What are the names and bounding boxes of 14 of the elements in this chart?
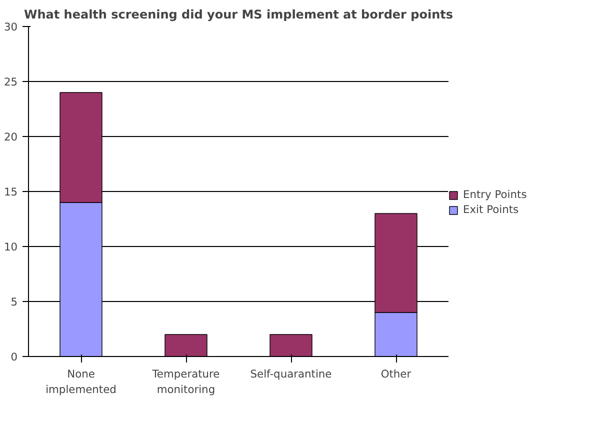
x-tick-label: None implemented bbox=[46, 368, 116, 396]
y-tick-label: 10 bbox=[4, 240, 18, 254]
y-tick-label: 5 bbox=[10, 296, 18, 308]
y-tick-label: 30 bbox=[4, 20, 18, 34]
y-tick-label: 20 bbox=[4, 130, 18, 144]
legend-label: Entry Points bbox=[463, 188, 527, 201]
legend-label: Exit Points bbox=[463, 203, 519, 216]
y-tick-label: 25 bbox=[4, 76, 18, 88]
chart-title: What health screening did your MS implement at border points bbox=[24, 8, 454, 22]
y-tick-label: 0 bbox=[10, 350, 18, 364]
x-tick-label: Temperature monitoring bbox=[151, 368, 220, 396]
y-tick-label: 15 bbox=[4, 186, 18, 198]
x-tick-label: Other bbox=[380, 368, 412, 380]
x-tick-label: Self-quarantine bbox=[250, 368, 332, 380]
